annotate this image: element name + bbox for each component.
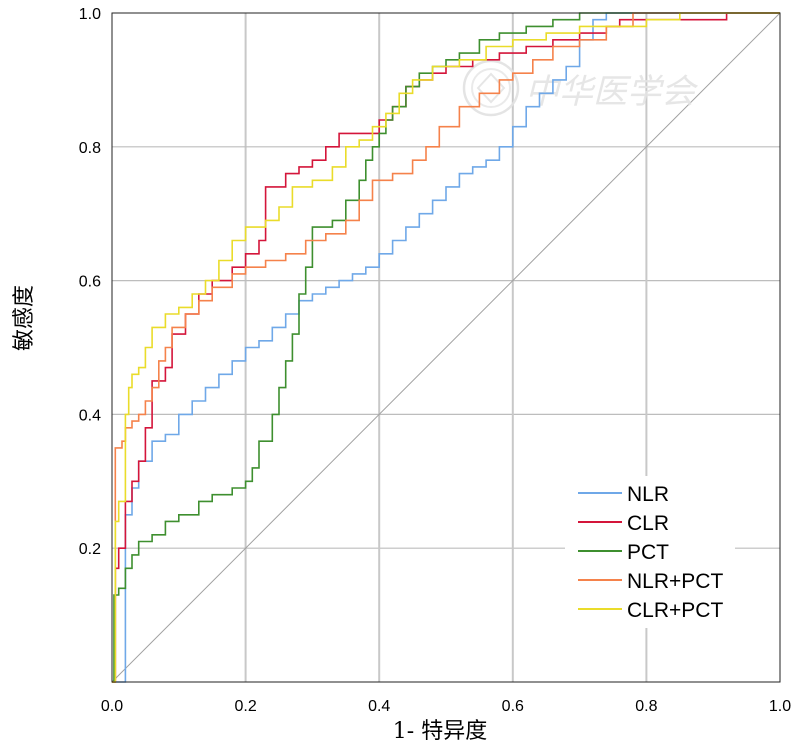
- series-line-pct: [112, 12, 780, 683]
- y-tick-label: 0.4: [79, 407, 101, 424]
- reference-line: [111, 12, 781, 683]
- x-axis-title: 1- 特异度: [393, 719, 487, 744]
- series-line-clr: [112, 12, 780, 683]
- x-tick-labels: 0.0 0.2 0.4 0.6 0.8 1.0: [101, 698, 791, 715]
- y-axis-title: 敏感度: [12, 285, 37, 351]
- legend-label: NLR: [627, 483, 669, 506]
- diagonal-reference-line: [111, 12, 781, 683]
- y-tick-label: 1.0: [79, 6, 101, 23]
- series-line-nlr-pct: [112, 12, 780, 683]
- x-tick-label: 0.8: [635, 698, 657, 715]
- plot-frame: [111, 12, 781, 683]
- x-tick-label: 1.0: [769, 698, 791, 715]
- series-line-clr-pct: [112, 12, 780, 683]
- y-tick-label: 0.8: [79, 140, 101, 157]
- legend-label: PCT: [627, 541, 669, 564]
- series-lines: [112, 12, 780, 683]
- watermark-seal: 中华医学会: [462, 59, 699, 117]
- watermark-text: 中华医学会: [525, 72, 699, 112]
- x-tick-label: 0.6: [502, 698, 524, 715]
- x-tick-label: 0.0: [101, 698, 123, 715]
- legend-label: CLR+PCT: [627, 599, 723, 622]
- series-line-nlr: [112, 12, 780, 683]
- legend-label: NLR+PCT: [627, 570, 723, 593]
- y-tick-label: 0.2: [79, 541, 101, 558]
- legend: NLR CLR PCT NLR+PCT CLR+PCT: [565, 476, 735, 628]
- y-tick-label: 0.6: [79, 274, 101, 291]
- legend-label: CLR: [627, 512, 669, 535]
- x-tick-label: 0.4: [368, 698, 390, 715]
- x-tick-label: 0.2: [234, 698, 256, 715]
- y-tick-labels: 0.2 0.4 0.6 0.8 1.0: [79, 6, 101, 558]
